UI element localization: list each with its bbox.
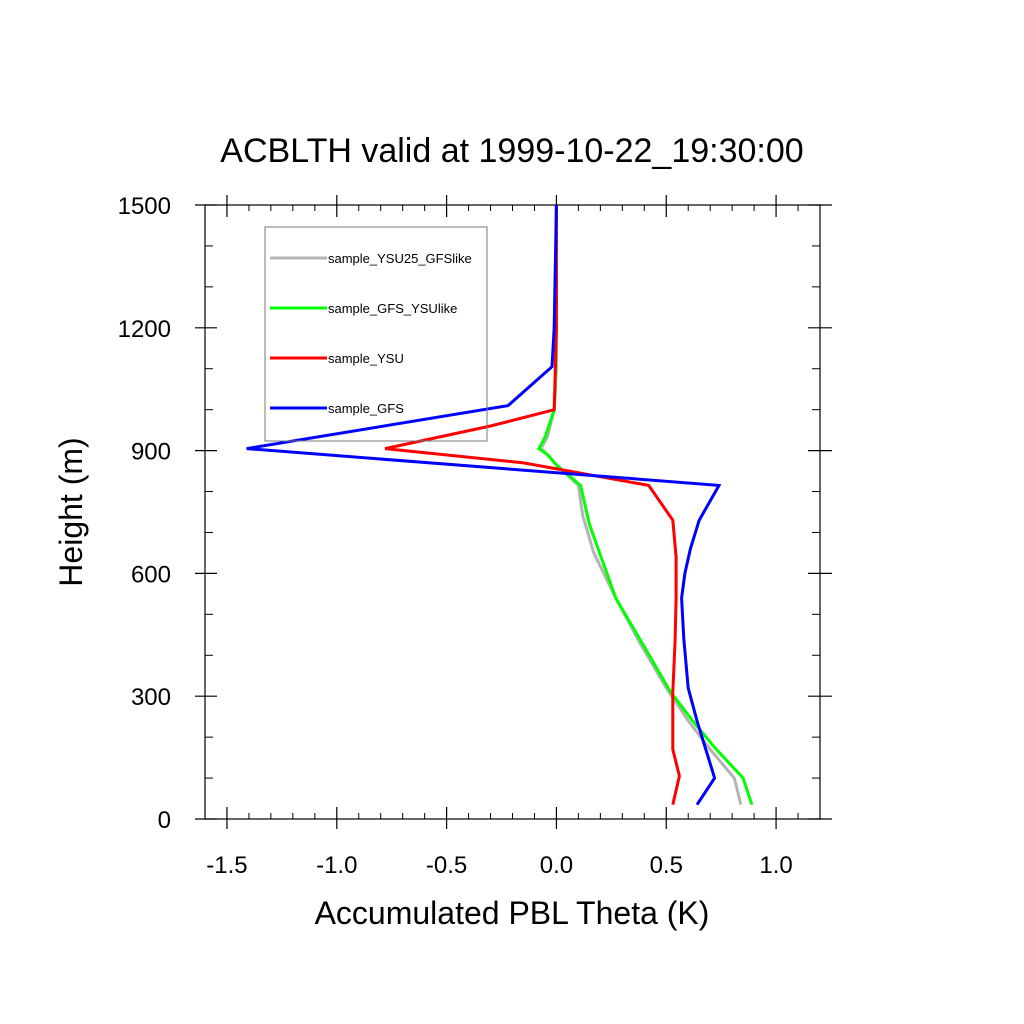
series-line-sample-gfs-ysulike bbox=[536, 205, 754, 806]
y-tick-label: 1200 bbox=[118, 316, 171, 343]
axis-ticks: -1.5 -1.0 -0.5 0.0 0.5 1.0 0 300 600 900 1200 1500 bbox=[118, 193, 832, 879]
y-axis-label: Height (m) bbox=[53, 437, 89, 586]
x-tick-label: 0.0 bbox=[540, 852, 573, 879]
y-tick-label: 300 bbox=[131, 684, 171, 711]
legend-box bbox=[264, 226, 488, 442]
series-line-sample-gfs bbox=[246, 204, 722, 806]
legend-label: sample_GFS_YSUlike bbox=[328, 301, 457, 316]
legend-label: sample_YSU bbox=[328, 351, 404, 366]
series-line-sample-ysu bbox=[384, 205, 681, 806]
series-line-sample-ysu25-gfslike bbox=[539, 205, 743, 806]
legend-label: sample_GFS bbox=[328, 401, 404, 416]
chart-title: ACBLTH valid at 1999-10-22_19:30:00 bbox=[220, 132, 803, 170]
x-tick-label: -0.5 bbox=[426, 852, 467, 879]
series-lines bbox=[246, 204, 754, 806]
legend-label: sample_YSU25_GFSlike bbox=[328, 251, 472, 266]
y-tick-label: 600 bbox=[131, 561, 171, 588]
y-tick-label: 0 bbox=[158, 807, 171, 834]
legend: sample_YSU25_GFSlike sample_GFS_YSUlikesa… bbox=[264, 226, 488, 442]
x-axis-label: Accumulated PBL Theta (K) bbox=[315, 895, 710, 931]
x-tick-label: -1.5 bbox=[206, 852, 247, 879]
y-tick-label: 900 bbox=[131, 439, 171, 466]
x-tick-label: 0.5 bbox=[650, 852, 683, 879]
x-tick-label: 1.0 bbox=[759, 852, 792, 879]
x-tick-label: -1.0 bbox=[316, 852, 357, 879]
y-tick-label: 1500 bbox=[118, 193, 171, 220]
